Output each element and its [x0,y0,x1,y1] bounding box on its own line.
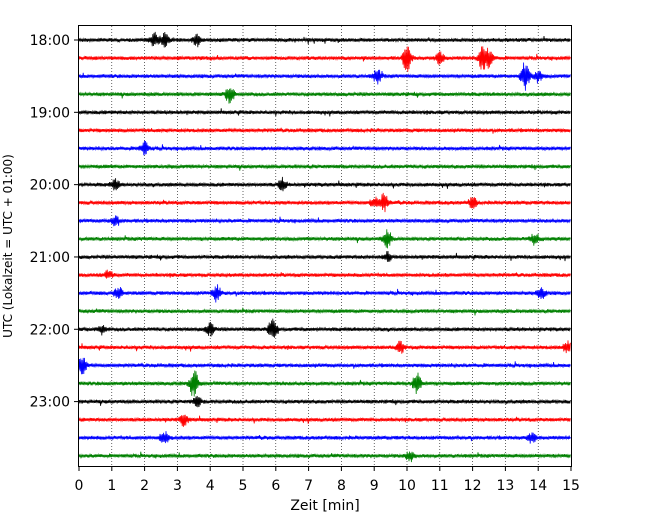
trace-1830 [78,62,571,91]
y-tick-label-2100: 21:00 [30,250,70,266]
trace-2315 [78,414,571,427]
trace-2045 [78,229,571,249]
x-axis-label: Zeit [min] [290,498,359,514]
tick-layer: 0 1 2 3 4 5 6 7 8 9 10 11 12 13 14 1518:0019:0020:0021:… [30,33,580,494]
trace-layer [78,31,571,463]
trace-2130 [78,284,571,303]
trace-1900 [78,108,571,117]
x-tick-label-12: 12 [464,478,482,494]
y-tick-label-2300: 23:00 [30,395,70,411]
x-tick-label-6: 6 [271,478,280,494]
plot-frame [78,25,572,467]
y-tick-label-1900: 19:00 [30,105,70,121]
trace-1915 [78,127,571,134]
y-tick-label-2000: 20:00 [30,178,70,194]
trace-2000 [78,176,571,192]
trace-2245 [78,370,571,397]
x-tick-label-7: 7 [304,478,313,494]
trace-2115 [78,269,571,279]
trace-2200 [78,318,571,338]
x-tick-label-5: 5 [239,478,248,494]
trace-1800 [78,31,571,48]
trace-2345 [78,451,571,463]
x-tick-label-0: 0 [75,478,84,494]
y-tick-label-1800: 18:00 [30,33,70,49]
trace-2100 [78,250,571,262]
x-tick-label-9: 9 [370,478,379,494]
trace-2215 [78,340,571,354]
x-tick-label-2: 2 [140,478,149,494]
y-axis-label: UTC (Lokalzeit = UTC + 01:00) [1,154,15,338]
trace-1845 [78,88,571,104]
x-tick-label-11: 11 [431,478,449,494]
y-tick-label-2200: 22:00 [30,322,70,338]
x-tick-label-10: 10 [398,478,416,494]
grid-layer [111,26,539,466]
x-tick-label-13: 13 [496,478,514,494]
trace-1930 [78,140,571,156]
trace-1815 [78,46,571,72]
trace-2145 [78,307,571,316]
trace-2030 [78,215,571,227]
trace-2300 [78,395,571,408]
trace-2230 [78,357,571,375]
x-tick-label-8: 8 [337,478,346,494]
x-tick-label-15: 15 [562,478,580,494]
x-tick-label-1: 1 [107,478,116,494]
x-tick-label-14: 14 [529,478,547,494]
trace-2015 [78,192,571,213]
trace-1945 [78,163,571,171]
x-tick-label-4: 4 [206,478,215,494]
x-tick-label-3: 3 [173,478,182,494]
trace-2330 [78,431,571,444]
